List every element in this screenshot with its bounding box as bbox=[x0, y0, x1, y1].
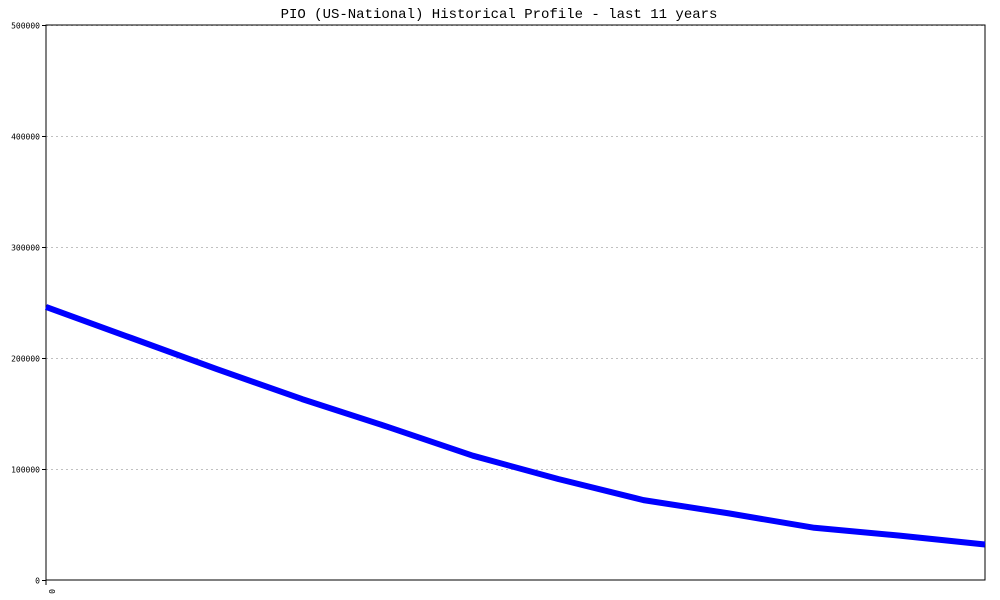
y-tick-label: 500000 bbox=[11, 22, 40, 31]
y-tick-label: 200000 bbox=[11, 355, 40, 364]
x-tick-label: 0 bbox=[47, 589, 56, 594]
chart-title: PIO (US-National) Historical Profile - l… bbox=[281, 7, 718, 23]
plot-frame bbox=[45, 24, 986, 581]
series-line bbox=[44, 304, 986, 548]
y-tick-label: 100000 bbox=[11, 466, 40, 475]
y-tick-label: 300000 bbox=[11, 244, 40, 253]
y-tick-label: 0 bbox=[35, 577, 40, 586]
y-tick-label: 400000 bbox=[11, 133, 40, 142]
